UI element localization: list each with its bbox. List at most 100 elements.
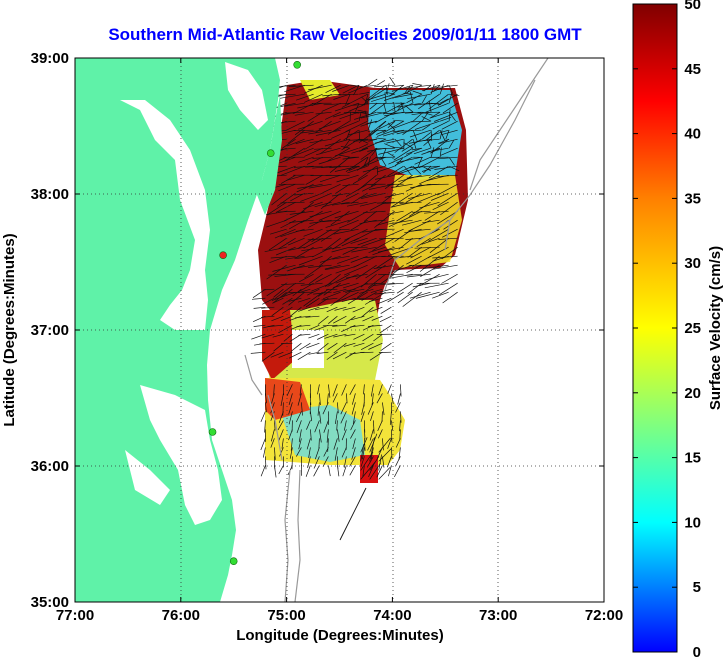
velocity-arrow: [345, 282, 368, 294]
velocity-arrow: [379, 237, 404, 240]
velocity-arrow: [333, 315, 347, 324]
velocity-arrow: [269, 228, 287, 235]
velocity-arrow: [260, 411, 266, 423]
velocity-arrow: [298, 306, 311, 312]
colorbar-tick-label: 0: [693, 644, 701, 659]
velocity-arrow: [346, 201, 368, 207]
velocity-arrow: [397, 393, 401, 405]
land: [75, 58, 282, 602]
velocity-arrow: [305, 297, 320, 308]
velocity-arrow: [280, 174, 296, 184]
velocity-arrow: [386, 282, 404, 285]
velocity-arrow: [272, 297, 284, 304]
velocity-arrow: [360, 451, 374, 471]
velocity-arrow: [304, 264, 323, 279]
velocity-arrow: [351, 393, 356, 405]
velocity-arrow: [410, 246, 431, 259]
velocity-arrow: [297, 183, 323, 189]
velocity-arrow: [312, 246, 332, 258]
velocity-arrow: [337, 429, 340, 442]
velocity-arrow: [400, 384, 402, 397]
velocity-arrow: [426, 139, 432, 149]
velocity-arrow: [317, 333, 329, 340]
velocity-arrow: [299, 342, 311, 351]
velocity-arrow: [325, 111, 341, 120]
velocity-arrow: [322, 246, 341, 251]
velocity-arrow: [311, 282, 332, 292]
velocity-arrow: [303, 237, 323, 249]
velocity-arrow: [341, 429, 347, 441]
velocity-arrow: [369, 297, 383, 302]
velocity-arrow: [397, 102, 405, 111]
velocity-arrow: [314, 420, 320, 433]
velocity-arrow: [430, 130, 433, 141]
velocity-arrow: [261, 315, 275, 318]
velocity-arrow: [359, 201, 377, 207]
velocity-arrow: [309, 210, 332, 218]
velocity-arrow: [268, 273, 287, 276]
velocity-arrow: [264, 246, 287, 253]
velocity-arrow: [369, 429, 374, 441]
velocity-arrow: [357, 109, 369, 113]
velocity-arrow: [360, 456, 365, 467]
velocity-arrow: [281, 282, 305, 286]
velocity-arrow: [334, 411, 338, 425]
velocity-arrow: [300, 129, 323, 134]
velocity-arrow: [448, 109, 451, 122]
velocity-arrow: [322, 402, 329, 415]
velocity-arrow: [449, 93, 460, 97]
velocity-arrow: [298, 288, 311, 294]
velocity-arrow: [424, 210, 449, 214]
velocity-arrow: [406, 93, 422, 104]
velocity-arrow: [308, 324, 320, 331]
velocity-arrow: [369, 437, 375, 462]
velocity-arrow: [333, 93, 350, 100]
velocity-arrow: [329, 165, 350, 168]
velocity-arrow: [323, 420, 329, 433]
velocity-arrow: [403, 142, 414, 149]
colorbar-tick-label: 10: [684, 514, 701, 531]
velocity-arrow: [293, 147, 314, 157]
velocity-arrow: [303, 228, 323, 237]
velocity-arrow: [374, 111, 395, 124]
velocity-arrow: [440, 147, 458, 156]
velocity-arrow: [288, 393, 293, 405]
velocity-arrow: [308, 306, 320, 311]
velocity-arrow: [323, 447, 329, 457]
velocity-arrow: [271, 393, 275, 404]
velocity-arrow: [412, 139, 417, 150]
velocity-arrow: [288, 246, 305, 251]
velocity-arrow: [392, 146, 405, 149]
velocity-arrow: [345, 156, 368, 172]
velocity-arrow: [425, 129, 440, 141]
velocity-arrow: [376, 465, 383, 478]
velocity-arrow: [353, 342, 365, 347]
velocity-arrow: [289, 447, 293, 459]
velocity-arrow: [294, 111, 314, 116]
velocity-arrow: [391, 420, 394, 431]
velocity-arrow: [353, 138, 377, 142]
velocity-arrow: [421, 165, 440, 172]
velocity-arrow: [305, 465, 311, 477]
velocity-arrow: [341, 102, 351, 108]
velocity-arrow: [308, 447, 311, 458]
velocity-arrow: [373, 264, 395, 269]
velocity-arrow: [334, 165, 359, 172]
velocity-arrow: [390, 192, 413, 208]
velocity-arrow: [412, 130, 418, 141]
velocity-arrow: [364, 291, 386, 305]
velocity-arrow: [312, 156, 332, 159]
velocity-arrow: [376, 165, 395, 173]
velocity-arrow: [311, 93, 332, 107]
velocity-arrow: [347, 93, 368, 105]
velocity-arrow: [413, 147, 431, 155]
velocity-arrow: [308, 264, 332, 268]
velocity-arrow: [360, 84, 377, 88]
velocity-arrow: [295, 447, 302, 457]
velocity-arrow: [270, 429, 275, 442]
velocity-arrow: [448, 157, 455, 166]
velocity-arrow: [419, 174, 440, 185]
velocity-arrow: [325, 84, 341, 94]
velocity-arrow: [345, 351, 356, 359]
velocity-arrow: [367, 402, 374, 415]
